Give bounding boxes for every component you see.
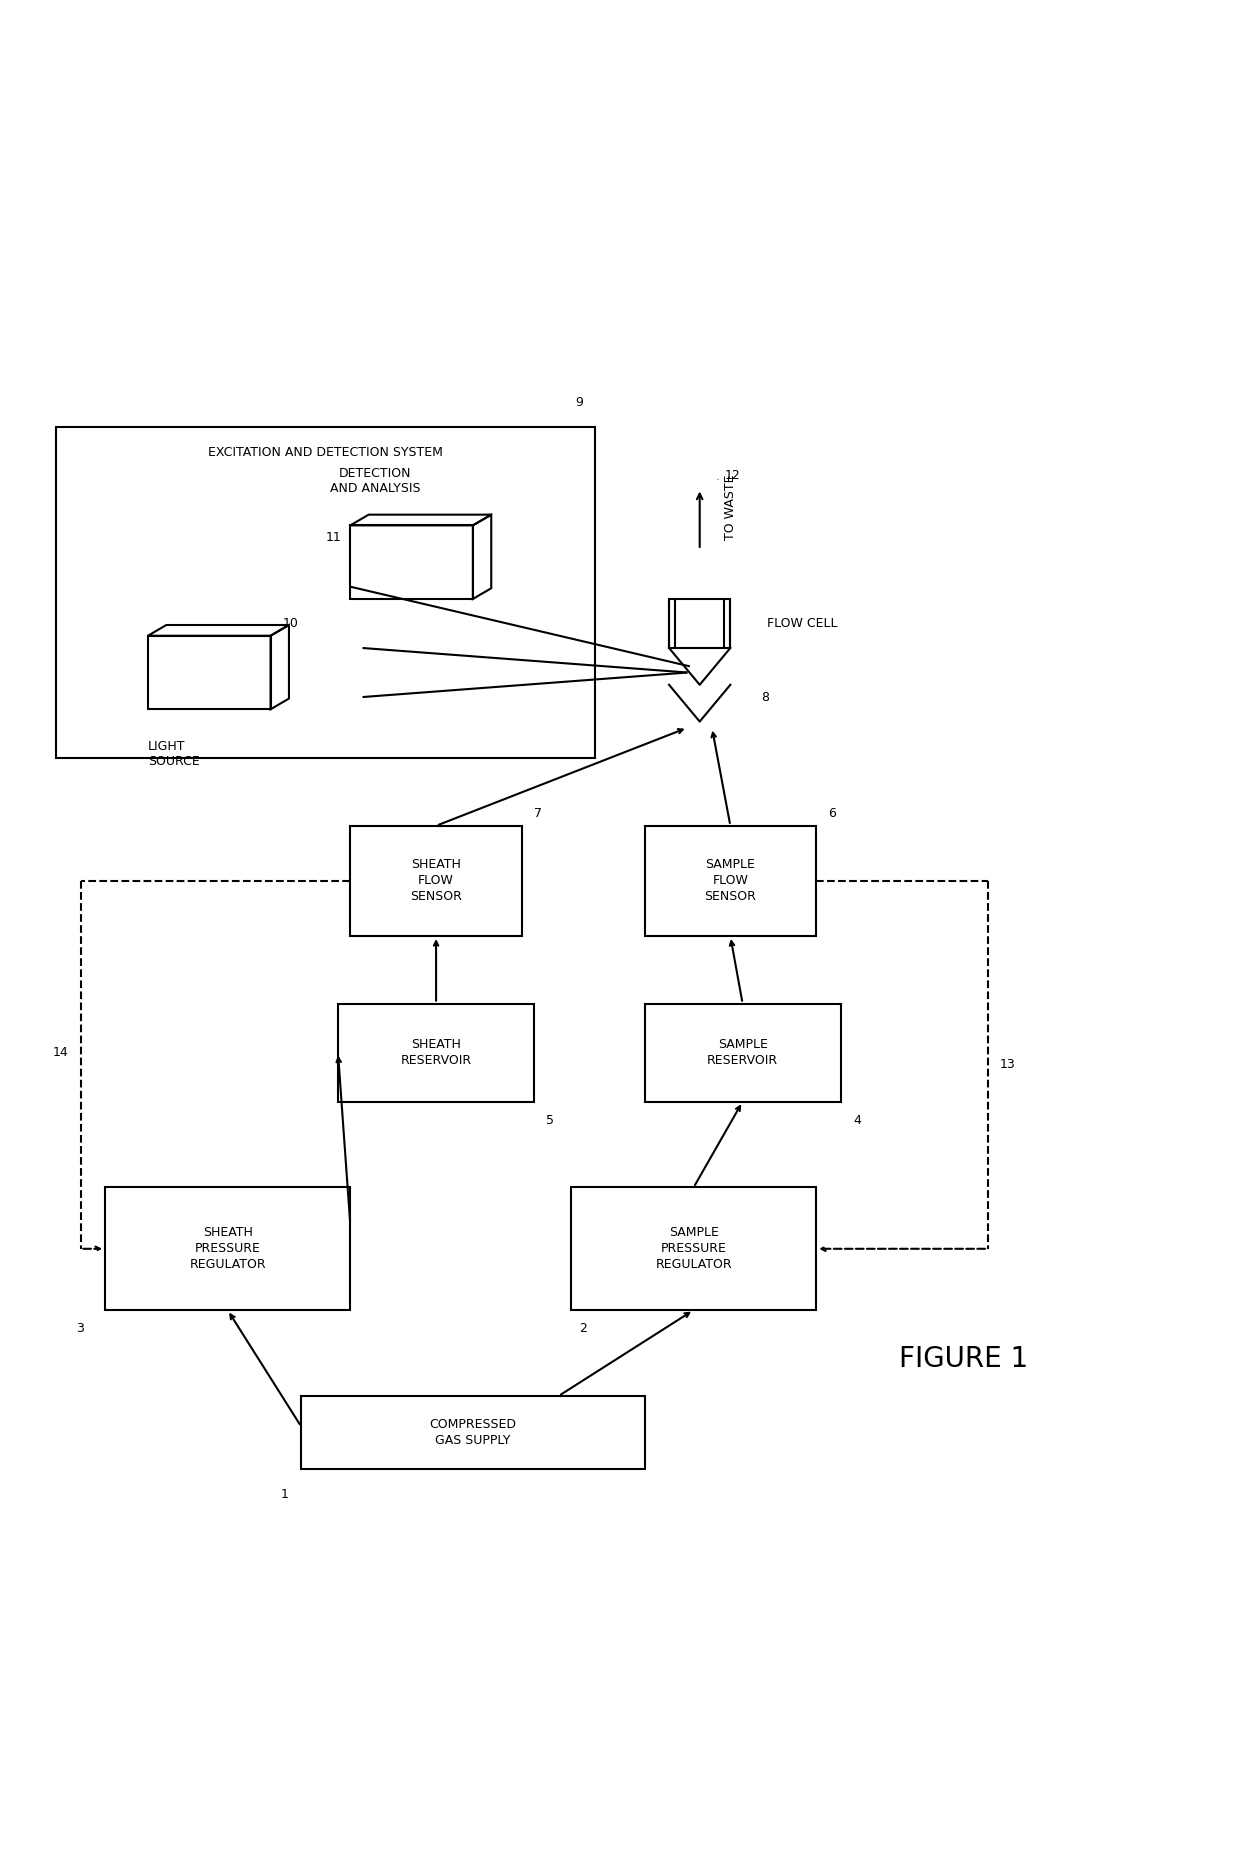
Text: 13: 13 bbox=[1001, 1058, 1016, 1071]
Text: 2: 2 bbox=[579, 1322, 588, 1335]
Text: 6: 6 bbox=[828, 807, 836, 820]
FancyBboxPatch shape bbox=[56, 428, 595, 759]
FancyBboxPatch shape bbox=[645, 826, 816, 936]
FancyBboxPatch shape bbox=[570, 1187, 816, 1309]
FancyBboxPatch shape bbox=[301, 1395, 645, 1469]
Text: 12: 12 bbox=[724, 469, 740, 482]
Text: SHEATH
FLOW
SENSOR: SHEATH FLOW SENSOR bbox=[410, 859, 463, 904]
Text: COMPRESSED
GAS SUPPLY: COMPRESSED GAS SUPPLY bbox=[429, 1417, 516, 1447]
FancyBboxPatch shape bbox=[105, 1187, 350, 1309]
Text: 8: 8 bbox=[761, 690, 769, 703]
Text: 1: 1 bbox=[281, 1488, 289, 1501]
Text: SHEATH
PRESSURE
REGULATOR: SHEATH PRESSURE REGULATOR bbox=[190, 1226, 265, 1270]
Text: 3: 3 bbox=[77, 1322, 84, 1335]
Text: 7: 7 bbox=[534, 807, 542, 820]
Text: 5: 5 bbox=[547, 1114, 554, 1127]
Text: DETECTION
AND ANALYSIS: DETECTION AND ANALYSIS bbox=[330, 467, 420, 495]
Text: EXCITATION AND DETECTION SYSTEM: EXCITATION AND DETECTION SYSTEM bbox=[208, 446, 443, 459]
Text: TO WASTE: TO WASTE bbox=[724, 474, 738, 539]
Text: 11: 11 bbox=[326, 532, 341, 545]
Text: 10: 10 bbox=[283, 618, 299, 629]
Text: SAMPLE
PRESSURE
REGULATOR: SAMPLE PRESSURE REGULATOR bbox=[655, 1226, 732, 1270]
FancyBboxPatch shape bbox=[339, 1004, 534, 1101]
Text: SAMPLE
RESERVOIR: SAMPLE RESERVOIR bbox=[707, 1038, 779, 1068]
Text: FLOW CELL: FLOW CELL bbox=[768, 618, 838, 631]
Text: SHEATH
RESERVOIR: SHEATH RESERVOIR bbox=[401, 1038, 471, 1068]
Text: LIGHT
SOURCE: LIGHT SOURCE bbox=[148, 740, 200, 768]
Text: SAMPLE
FLOW
SENSOR: SAMPLE FLOW SENSOR bbox=[704, 859, 756, 904]
FancyBboxPatch shape bbox=[350, 826, 522, 936]
Text: FIGURE 1: FIGURE 1 bbox=[899, 1345, 1028, 1373]
FancyBboxPatch shape bbox=[670, 599, 730, 647]
Text: 9: 9 bbox=[575, 396, 583, 409]
FancyBboxPatch shape bbox=[645, 1004, 841, 1101]
Text: 4: 4 bbox=[853, 1114, 861, 1127]
Text: 14: 14 bbox=[52, 1045, 68, 1058]
